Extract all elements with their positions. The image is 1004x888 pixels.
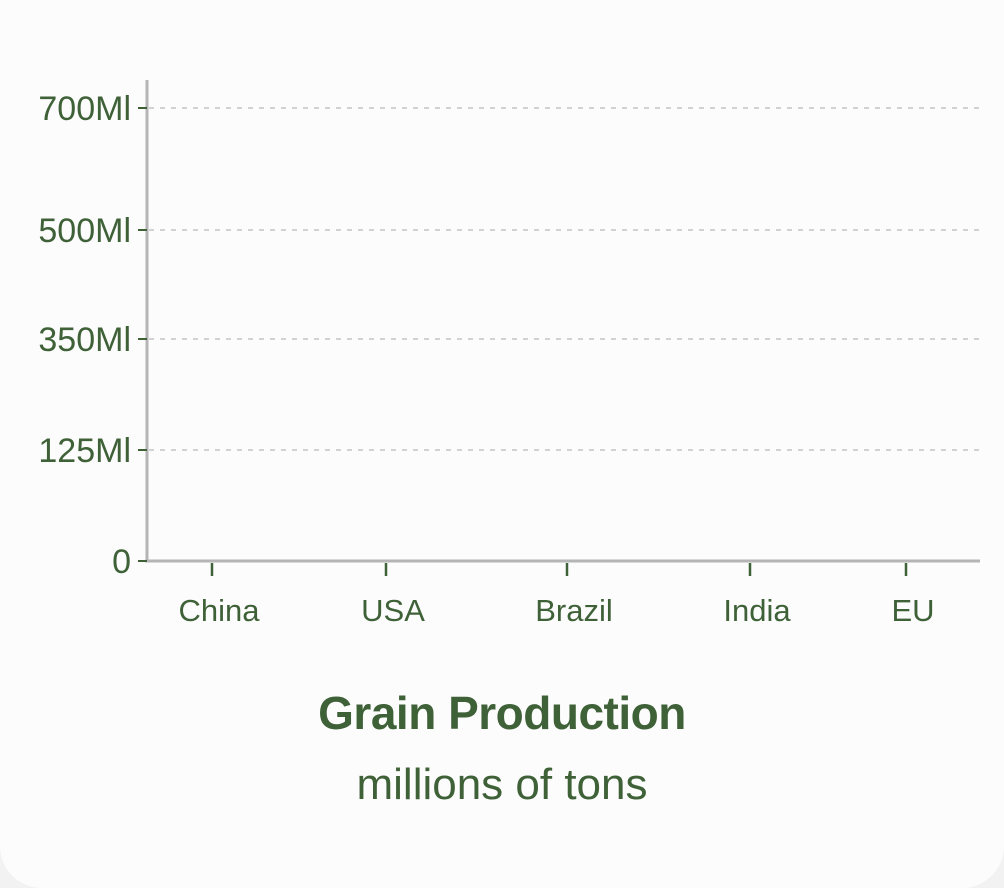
y-tick-label: 350Ml [38, 321, 131, 359]
x-tick-label: Brazil [535, 593, 613, 628]
chart-subtitle: millions of tons [356, 760, 648, 809]
y-tick-label: 0 [112, 543, 131, 581]
chart-title: Grain Production [318, 687, 686, 739]
x-axis-ticks: China USA Brazil India EU [179, 563, 935, 628]
y-tick-label: 125Ml [38, 432, 131, 470]
bar-chart: 0 125Ml 350Ml 500Ml 700Ml China USA Brazil Indi… [38, 80, 980, 628]
grid-lines [149, 107, 980, 451]
x-tick-label: EU [891, 593, 934, 628]
y-tick-label: 500Ml [38, 212, 131, 250]
x-tick-label: India [723, 593, 791, 628]
x-tick-label: China [179, 593, 261, 628]
axes [145, 80, 980, 563]
x-tick-label: USA [361, 593, 425, 628]
y-tick-label: 700Ml [38, 90, 131, 128]
y-axis-ticks: 0 125Ml 350Ml 500Ml 700Ml [38, 90, 147, 581]
